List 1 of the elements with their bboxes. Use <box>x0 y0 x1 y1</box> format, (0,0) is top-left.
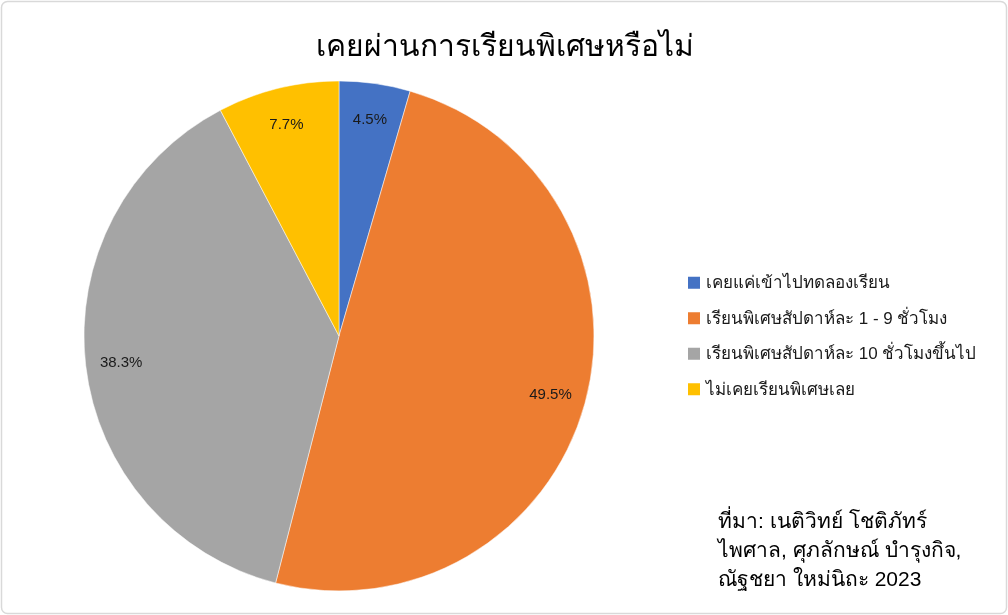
title: เคยผ่านการเรียนพิเศษหรือไม่ <box>316 28 694 62</box>
